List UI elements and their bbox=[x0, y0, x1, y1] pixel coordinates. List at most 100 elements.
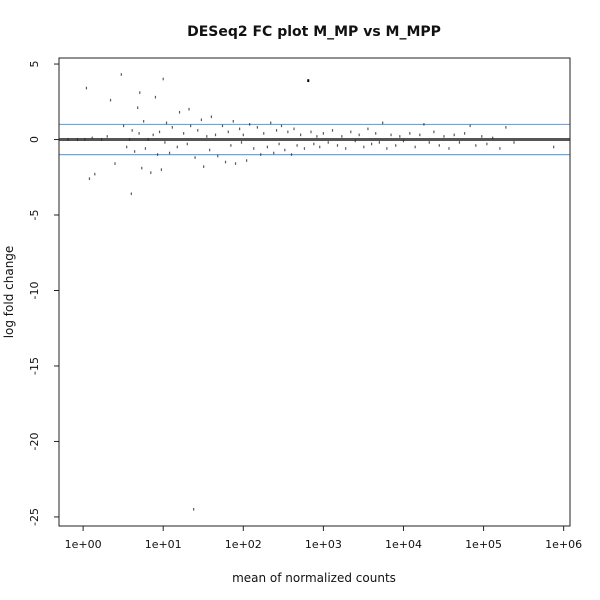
data-point bbox=[239, 127, 241, 131]
data-point bbox=[164, 141, 166, 144]
data-point bbox=[458, 141, 461, 144]
y-tick-label: -10 bbox=[28, 282, 41, 300]
data-point bbox=[85, 86, 88, 90]
y-tick-label: -20 bbox=[28, 432, 41, 450]
data-point bbox=[395, 144, 397, 147]
data-point bbox=[232, 120, 234, 123]
data-point bbox=[94, 172, 96, 176]
data-point bbox=[249, 123, 251, 126]
data-point bbox=[160, 168, 163, 171]
data-point bbox=[109, 98, 112, 102]
data-point bbox=[206, 135, 208, 138]
data-point bbox=[475, 144, 477, 147]
data-point bbox=[171, 126, 173, 129]
data-point bbox=[443, 135, 445, 138]
data-point bbox=[242, 133, 244, 137]
x-tick-label: 1e+03 bbox=[305, 538, 342, 551]
data-point bbox=[270, 121, 272, 125]
x-tick-label: 1e+04 bbox=[385, 538, 422, 551]
data-point bbox=[137, 106, 139, 110]
data-point bbox=[428, 141, 430, 144]
data-point bbox=[481, 135, 483, 138]
x-tick-label: 1e+02 bbox=[225, 538, 262, 551]
data-point bbox=[197, 129, 199, 132]
data-point bbox=[156, 153, 159, 156]
data-point bbox=[492, 136, 494, 140]
data-point bbox=[150, 171, 152, 174]
data-point bbox=[260, 153, 262, 156]
data-point bbox=[141, 166, 143, 170]
data-point bbox=[178, 110, 181, 114]
data-point bbox=[300, 133, 302, 137]
y-tick-label: 0 bbox=[28, 136, 41, 143]
data-point bbox=[367, 127, 369, 131]
data-point bbox=[390, 133, 392, 137]
data-point bbox=[423, 123, 425, 126]
data-point bbox=[284, 148, 286, 152]
data-point bbox=[322, 132, 324, 135]
y-tick-label: -15 bbox=[28, 357, 41, 375]
y-tick-label: 5 bbox=[28, 61, 41, 68]
data-point bbox=[131, 129, 133, 132]
data-point bbox=[263, 132, 265, 135]
data-point bbox=[293, 127, 295, 131]
data-point bbox=[553, 145, 555, 149]
plot-frame bbox=[58, 57, 571, 527]
chart-title: DESeq2 FC plot M_MP vs M_MPP bbox=[187, 24, 441, 40]
data-point bbox=[464, 132, 466, 135]
data-point bbox=[134, 150, 136, 153]
plot-layer bbox=[59, 73, 570, 511]
data-point bbox=[67, 138, 69, 141]
data-point bbox=[246, 159, 248, 162]
data-point bbox=[327, 141, 329, 144]
data-point bbox=[345, 147, 347, 150]
data-point bbox=[221, 124, 224, 128]
y-tick-label: -25 bbox=[28, 508, 41, 526]
data-point bbox=[513, 141, 515, 144]
data-point bbox=[453, 133, 455, 137]
data-point bbox=[88, 177, 91, 180]
data-point bbox=[240, 141, 243, 144]
data-point bbox=[168, 151, 171, 155]
data-point bbox=[409, 132, 411, 135]
data-point bbox=[371, 142, 373, 146]
data-point bbox=[280, 124, 283, 128]
data-point bbox=[341, 135, 343, 138]
data-point bbox=[319, 145, 321, 149]
data-point bbox=[287, 130, 289, 134]
data-point bbox=[122, 124, 125, 128]
data-point bbox=[499, 147, 501, 150]
data-point bbox=[130, 192, 132, 196]
data-point bbox=[139, 91, 141, 94]
data-point bbox=[128, 138, 131, 141]
data-point bbox=[316, 135, 318, 138]
data-point bbox=[147, 138, 149, 141]
data-point bbox=[363, 145, 365, 149]
data-point bbox=[217, 154, 219, 158]
data-point bbox=[303, 147, 306, 150]
data-point bbox=[414, 145, 416, 149]
data-point bbox=[278, 142, 280, 146]
data-point bbox=[126, 145, 128, 149]
data-point bbox=[275, 129, 278, 132]
data-point bbox=[313, 142, 315, 146]
data-point bbox=[120, 73, 122, 76]
data-point bbox=[138, 132, 140, 135]
data-point bbox=[209, 148, 211, 152]
data-point bbox=[230, 144, 232, 147]
data-point bbox=[419, 133, 421, 137]
data-point bbox=[183, 132, 185, 135]
data-point bbox=[354, 139, 356, 143]
y-axis-label: log fold change bbox=[2, 246, 16, 339]
data-point bbox=[266, 145, 269, 149]
data-point bbox=[154, 95, 157, 99]
data-point bbox=[224, 160, 227, 164]
data-point bbox=[486, 142, 488, 146]
data-point bbox=[84, 138, 86, 141]
data-point bbox=[290, 153, 293, 156]
data-point bbox=[273, 151, 275, 155]
data-point bbox=[203, 165, 205, 168]
